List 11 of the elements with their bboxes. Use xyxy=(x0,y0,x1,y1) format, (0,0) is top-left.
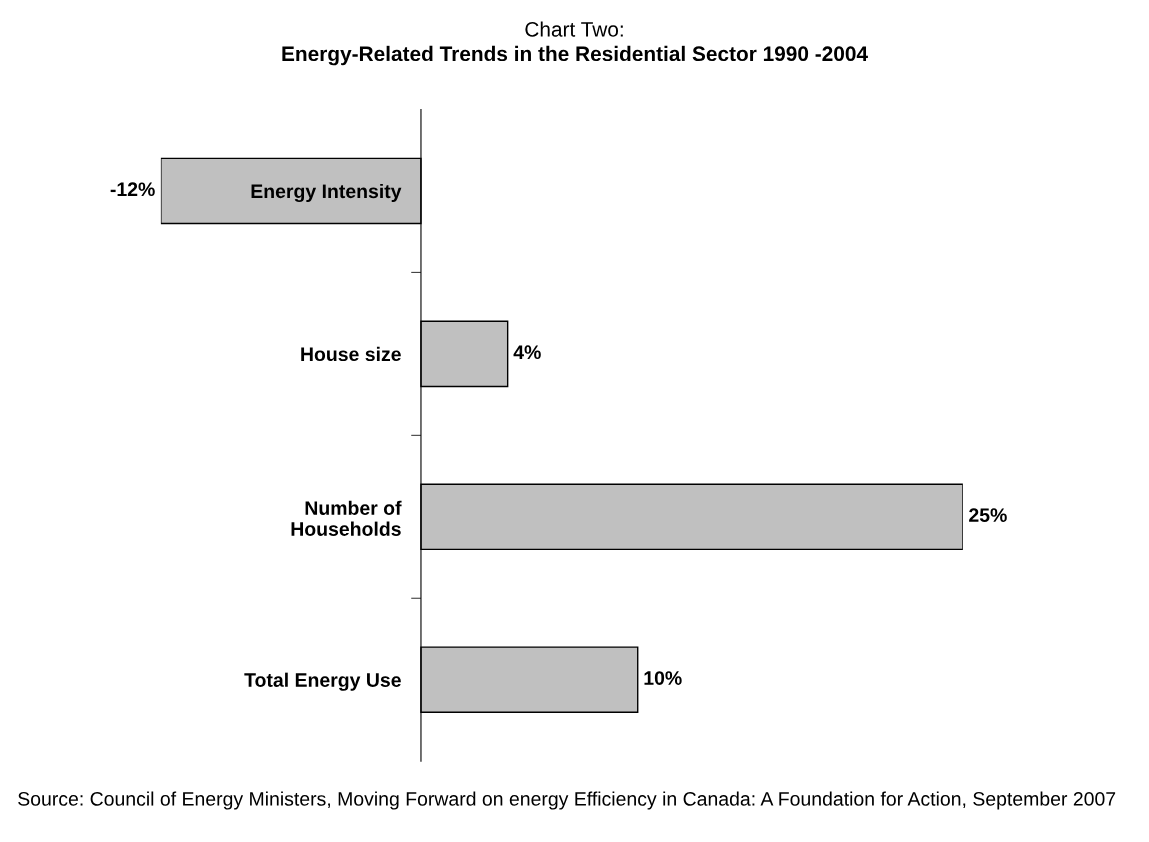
data-label: -12% xyxy=(110,182,155,197)
chart-subtitle: Energy-Related Trends in the Residential Sector 1990 -2004 xyxy=(282,45,868,66)
y-tick-label: Total Energy Use xyxy=(244,672,401,691)
y-tick-label: House size xyxy=(301,346,401,362)
data-label: 25% xyxy=(969,508,1007,522)
source-note: Source: Council of Energy Ministers, Moving Forward on energy Efficiency in Canada: A Foundation for Action, September 2007 xyxy=(18,791,1116,810)
y-tick-label: Energy Intensity xyxy=(251,183,402,203)
data-label: 4% xyxy=(513,345,541,360)
chart-title: Chart Two: xyxy=(525,21,623,37)
data-label: 10% xyxy=(644,671,682,685)
y-tick-label: Number of Households xyxy=(291,500,402,536)
